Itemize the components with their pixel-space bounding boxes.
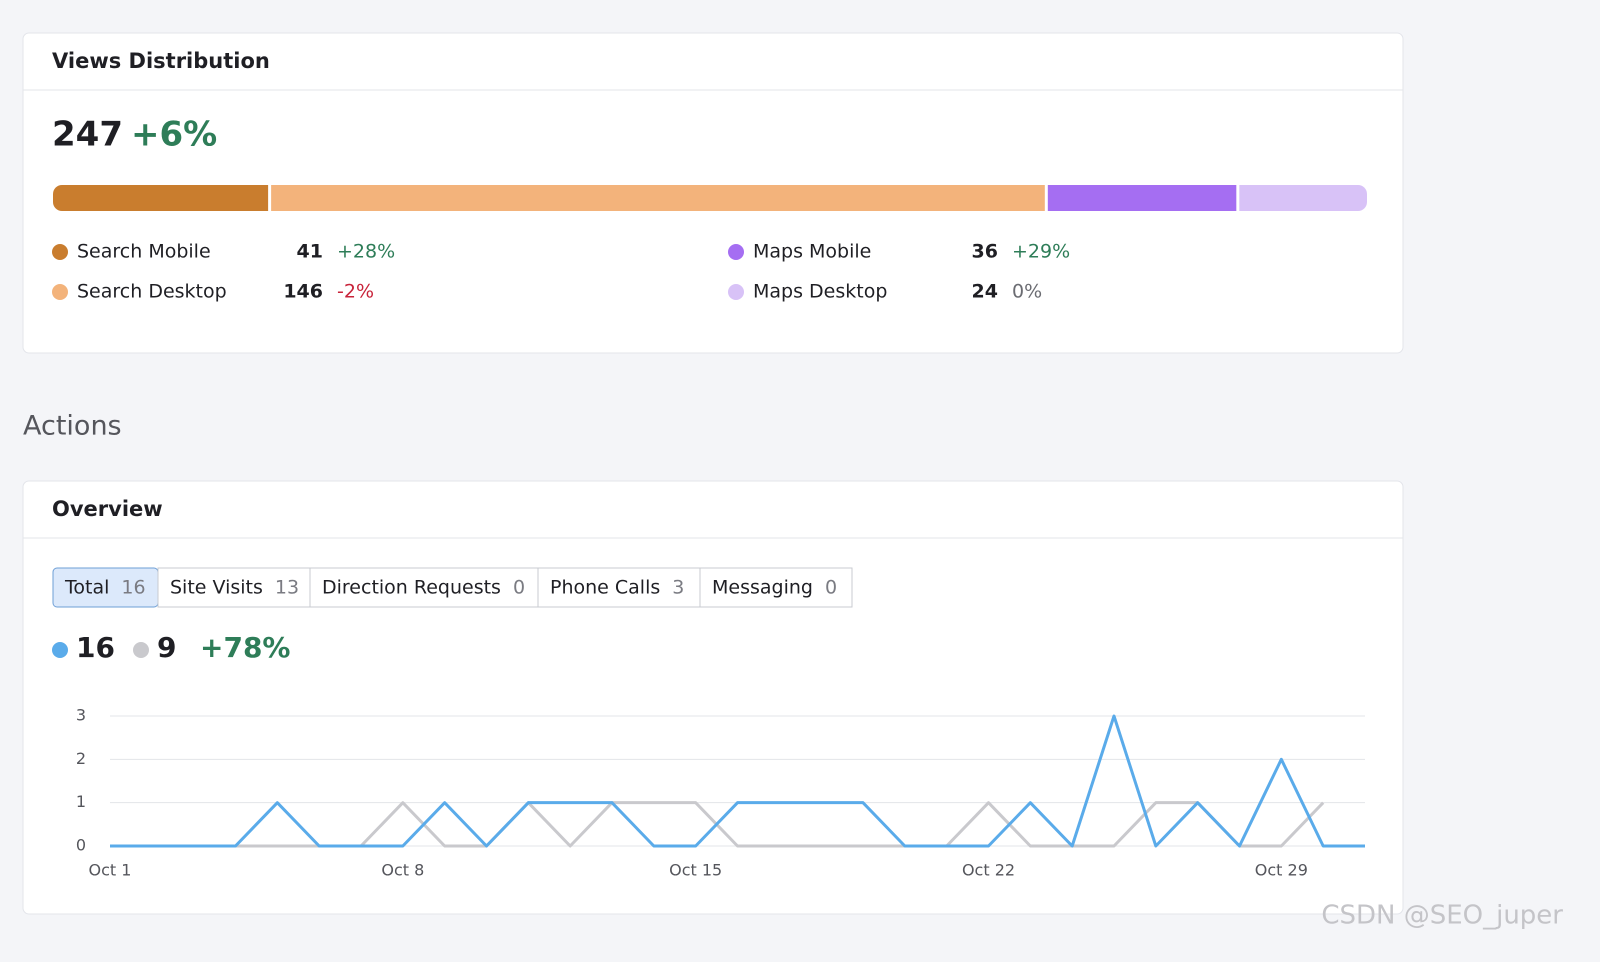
tab-count: 0 — [513, 577, 525, 599]
y-tick-label: 1 — [76, 792, 86, 811]
legend-name: Search Mobile — [77, 241, 211, 263]
tab-count: 16 — [121, 577, 145, 599]
legend-change: 0% — [1012, 281, 1042, 303]
tab-count: 13 — [275, 577, 299, 599]
legend-change: +29% — [1012, 241, 1070, 263]
watermark: CSDN @SEO_juper — [1321, 901, 1563, 931]
legend-name: Maps Desktop — [753, 281, 887, 303]
legend-value: 36 — [972, 241, 998, 263]
x-tick-label: Oct 8 — [381, 861, 424, 880]
legend-change: +28% — [337, 241, 395, 263]
legend-dot — [52, 244, 68, 260]
series-line — [110, 714, 1365, 848]
tab-label: Messaging — [712, 577, 813, 599]
legend-change: -2% — [337, 281, 374, 303]
legend-value: 146 — [283, 281, 323, 303]
tab-label: Total — [64, 577, 109, 599]
tab-count: 3 — [672, 577, 684, 599]
x-tick-label: Oct 22 — [962, 861, 1015, 880]
tab[interactable] — [699, 567, 853, 608]
current-dot — [52, 642, 68, 658]
x-tick-label: Oct 1 — [89, 861, 132, 880]
x-tick-label: Oct 15 — [669, 861, 722, 880]
legend-value: 24 — [972, 281, 998, 303]
tab-label: Phone Calls — [550, 577, 660, 599]
distribution-segment — [1047, 185, 1237, 211]
current-total: 16 — [76, 631, 115, 664]
total-change: +6% — [131, 115, 217, 155]
card-title: Overview — [52, 497, 163, 521]
tab-label: Direction Requests — [322, 577, 501, 599]
tab[interactable] — [309, 567, 539, 608]
previous-dot — [133, 642, 149, 658]
legend-dot — [728, 244, 744, 260]
x-tick-label: Oct 29 — [1255, 861, 1308, 880]
legend-dot — [728, 284, 744, 300]
distribution-segment — [1239, 185, 1367, 211]
total-views: 247 — [52, 115, 123, 155]
legend-dot — [52, 284, 68, 300]
legend-name: Search Desktop — [77, 281, 227, 303]
previous-total: 9 — [157, 631, 176, 664]
y-tick-label: 3 — [76, 706, 86, 725]
tab-label: Site Visits — [170, 577, 263, 599]
legend-name: Maps Mobile — [753, 241, 871, 263]
tab[interactable] — [157, 567, 311, 608]
legend-value: 41 — [297, 241, 323, 263]
overview-change: +78% — [200, 631, 290, 664]
section-heading: Actions — [23, 411, 122, 442]
distribution-segment — [53, 185, 269, 211]
y-tick-label: 0 — [76, 836, 86, 855]
distribution-segment — [271, 185, 1045, 211]
card-title: Views Distribution — [52, 49, 270, 73]
y-tick-label: 2 — [76, 749, 86, 768]
tab-count: 0 — [825, 577, 837, 599]
overview-card — [22, 480, 1404, 915]
